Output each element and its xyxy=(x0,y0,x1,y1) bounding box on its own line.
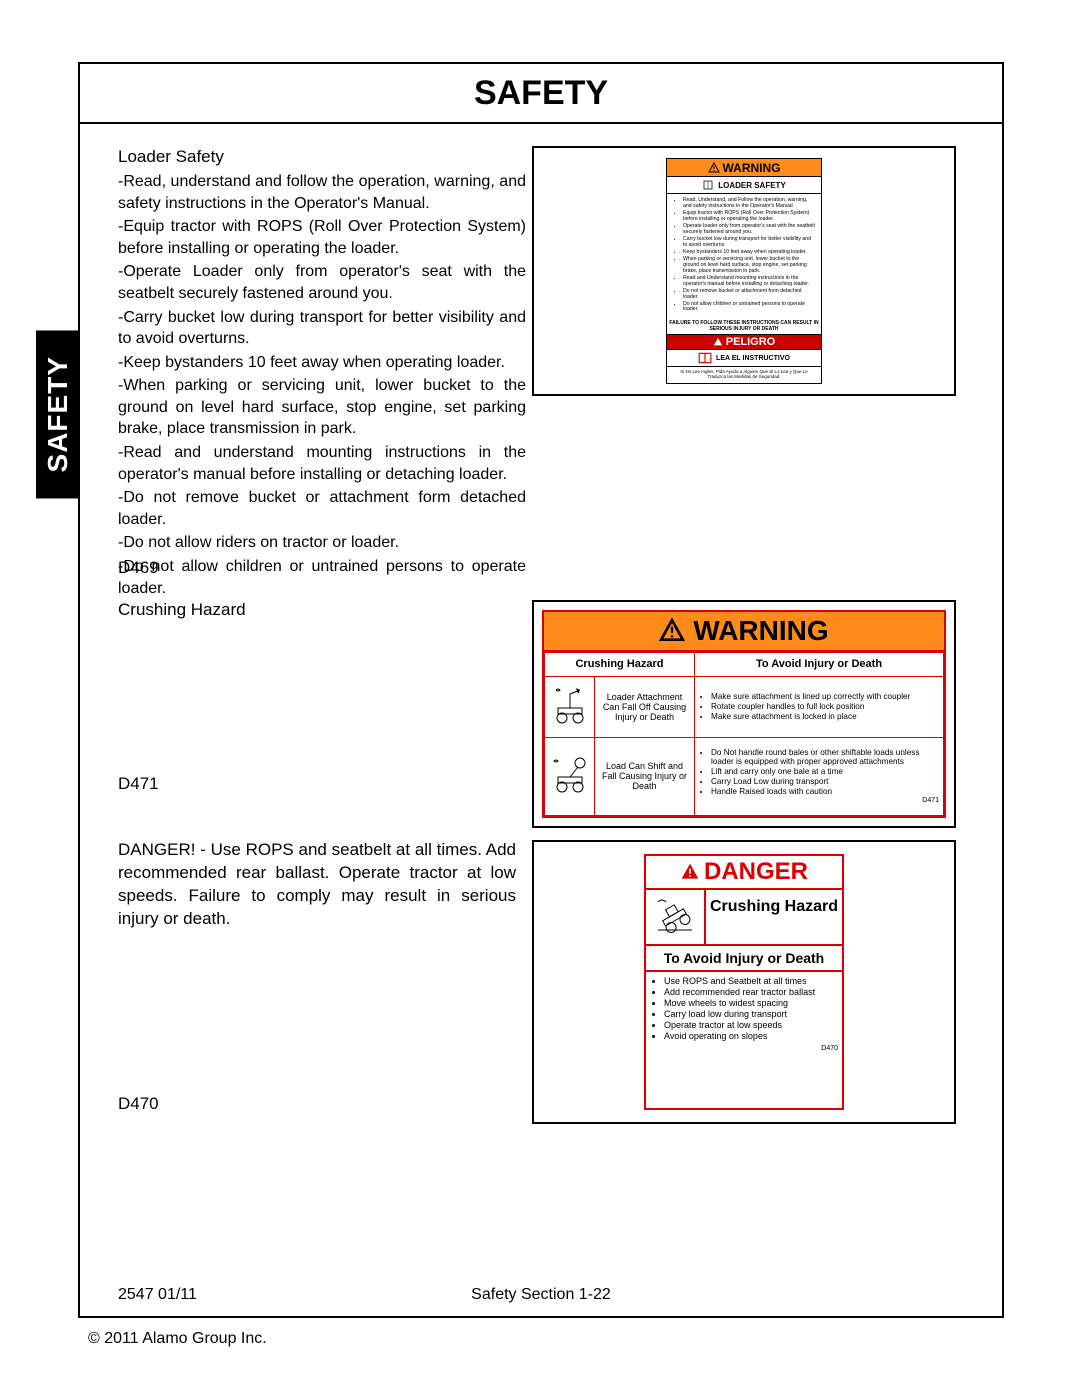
crushing-hazard-text: Crushing Hazard xyxy=(706,890,842,944)
label2-bullet: Handle Raised loads with caution xyxy=(711,787,939,796)
loader-item: -Carry bucket low during transport for b… xyxy=(118,307,526,350)
row1-mid: Loader Attachment Can Fall Off Causing I… xyxy=(595,676,695,737)
loader-fall-icon xyxy=(550,686,590,726)
label3-bullet: Move wheels to widest spacing xyxy=(664,998,836,1008)
loader-item: -Operate Loader only from operator's sea… xyxy=(118,261,526,304)
code-d471: D471 xyxy=(118,774,159,794)
page-frame: SAFETY Loader Safety -Read, understand a… xyxy=(78,62,1004,1318)
loader-item: -When parking or servicing unit, lower b… xyxy=(118,375,526,440)
label1-bullet: Do not allow children or untrained perso… xyxy=(683,302,815,314)
row2-bullets: Do Not handle round bales or other shift… xyxy=(695,737,944,815)
warning-triangle-icon xyxy=(659,618,685,644)
label2-bullet: Make sure attachment is lined up correct… xyxy=(711,692,939,701)
loader-safety-subtitle: LOADER SAFETY xyxy=(667,177,821,194)
warning-label-small: WARNING LOADER SAFETY Read, Understand, … xyxy=(666,158,822,384)
pictogram-1 xyxy=(545,676,595,737)
loader-item: -Read and understand mounting instructio… xyxy=(118,442,526,485)
copyright: © 2011 Alamo Group Inc. xyxy=(88,1330,267,1348)
pictogram-2 xyxy=(545,737,595,815)
label3-bullet: Operate tractor at low speeds xyxy=(664,1020,836,1030)
warning-header: WARNING xyxy=(667,159,821,177)
lea-row: LEA EL INSTRUCTIVO xyxy=(667,350,821,367)
label1-body: Read, Understand, and Follow the operati… xyxy=(667,194,821,318)
page-title: SAFETY xyxy=(80,64,1002,124)
decal-danger-crushing: DANGER xyxy=(532,840,956,1124)
subtitle-text: LOADER SAFETY xyxy=(718,181,786,190)
loader-safety-heading: Loader Safety xyxy=(118,146,526,169)
label3-bullet: Use ROPS and Seatbelt at all times xyxy=(664,976,836,986)
crushing-hazard-label: Crushing Hazard xyxy=(118,600,246,620)
left-column: Loader Safety -Read, understand and foll… xyxy=(118,146,526,599)
warning-triangle-icon xyxy=(713,337,723,347)
warning-text: WARNING xyxy=(723,161,781,175)
label2-bullet: Do Not handle round bales or other shift… xyxy=(711,748,939,766)
th-crushing: Crushing Hazard xyxy=(545,653,695,677)
peligro-text: PELIGRO xyxy=(726,336,776,348)
decal-loader-safety: WARNING LOADER SAFETY Read, Understand, … xyxy=(532,146,956,396)
warning-header-2: WARNING xyxy=(544,612,944,652)
label1-bullet: Keep bystanders 10 feet away when operat… xyxy=(683,250,815,256)
load-shift-icon xyxy=(550,755,590,795)
loader-item: -Keep bystanders 10 feet away when opera… xyxy=(118,352,526,374)
label1-bullet: Equip tractor with ROPS (Roll Over Prote… xyxy=(683,211,815,223)
label3-bullet: Carry load low during transport xyxy=(664,1009,836,1019)
label2-bullet: Make sure attachment is locked in place xyxy=(711,712,939,721)
failure-text: FAILURE TO FOLLOW THESE INSTRUCTIONS CAN… xyxy=(667,318,821,334)
rollover-icon xyxy=(652,894,698,940)
label3-code: D470 xyxy=(646,1045,842,1054)
decal-crushing-warning: WARNING Crushing Hazard To Avoid Injury … xyxy=(532,600,956,828)
loader-item: -Do not remove bucket or attachment form… xyxy=(118,487,526,530)
danger-paragraph: DANGER! - Use ROPS and seatbelt at all t… xyxy=(118,839,516,931)
content-area: Loader Safety -Read, understand and foll… xyxy=(80,124,1002,1316)
loader-item: -Equip tractor with ROPS (Roll Over Prot… xyxy=(118,216,526,259)
book-icon xyxy=(702,179,714,191)
label1-bullet: Operate loader only from operator's seat… xyxy=(683,224,815,236)
loader-item: -Do not allow riders on tractor or loade… xyxy=(118,532,526,554)
peligro-header: PELIGRO xyxy=(667,334,821,350)
side-tab: SAFETY xyxy=(36,330,80,498)
warning-table: Crushing Hazard To Avoid Injury or Death… xyxy=(544,652,944,816)
danger-header: DANGER xyxy=(646,856,842,890)
danger-row2: Crushing Hazard xyxy=(646,890,842,946)
spanish-text: Si No Lee Ingles, Pida Ayuda a Alguien Q… xyxy=(667,367,821,381)
row2-mid: Load Can Shift and Fall Causing Injury o… xyxy=(595,737,695,815)
danger-text-label: DANGER xyxy=(704,858,808,886)
label3-bullet: Add recommended rear tractor ballast xyxy=(664,987,836,997)
label2-code: D471 xyxy=(699,797,939,804)
warning-triangle-icon xyxy=(708,162,720,174)
loader-safety-list: -Read, understand and follow the operati… xyxy=(118,171,526,599)
label2-bullet: Lift and carry only one bale at a time xyxy=(711,767,939,776)
warning-label-table: WARNING Crushing Hazard To Avoid Injury … xyxy=(542,610,946,818)
danger-bullets: Use ROPS and Seatbelt at all timesAdd re… xyxy=(646,976,842,1041)
label1-bullet: When parking or servicing unit, lower bu… xyxy=(683,257,815,275)
label2-bullet: Rotate coupler handles to full lock posi… xyxy=(711,702,939,711)
avoid-text: To Avoid Injury or Death xyxy=(646,946,842,972)
lea-text: LEA EL INSTRUCTIVO xyxy=(716,355,790,362)
warning-text-2: WARNING xyxy=(693,615,828,647)
code-d470: D470 xyxy=(118,1094,159,1114)
th-avoid: To Avoid Injury or Death xyxy=(695,653,944,677)
label1-bullet: Read, Understand, and Follow the operati… xyxy=(683,198,815,210)
book-icon xyxy=(698,352,712,364)
label1-bullet: Do not remove bucket or attachment from … xyxy=(683,289,815,301)
row1-bullets: Make sure attachment is lined up correct… xyxy=(695,676,944,737)
code-d469: D469 xyxy=(118,558,159,578)
warning-triangle-icon xyxy=(680,862,700,882)
danger-label: DANGER xyxy=(644,854,844,1110)
loader-item: -Read, understand and follow the operati… xyxy=(118,171,526,214)
loader-item: -Do not allow children or untrained pers… xyxy=(118,556,526,599)
label1-bullet: Read and Understand mounting instruction… xyxy=(683,276,815,288)
label3-bullet: Avoid operating on slopes xyxy=(664,1031,836,1041)
label1-bullet: Carry bucket low during transport for be… xyxy=(683,237,815,249)
pictogram-3 xyxy=(646,890,706,944)
footer-center: Safety Section 1-22 xyxy=(80,1286,1002,1304)
label2-bullet: Carry Load Low during transport xyxy=(711,777,939,786)
